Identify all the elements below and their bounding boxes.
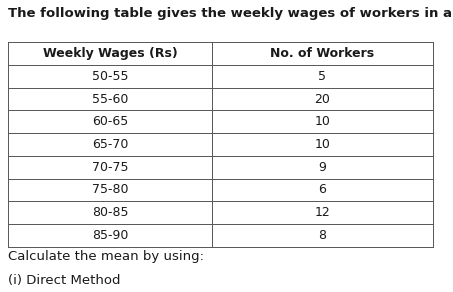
Text: 80-85: 80-85 bbox=[92, 206, 128, 219]
Text: 50-55: 50-55 bbox=[92, 70, 128, 83]
Text: 65-70: 65-70 bbox=[92, 138, 128, 151]
Text: Weekly Wages (Rs): Weekly Wages (Rs) bbox=[43, 47, 178, 60]
Text: 85-90: 85-90 bbox=[92, 229, 128, 242]
Text: 70-75: 70-75 bbox=[92, 161, 128, 174]
Text: 8: 8 bbox=[318, 229, 326, 242]
Text: 10: 10 bbox=[314, 138, 330, 151]
Text: 9: 9 bbox=[318, 161, 326, 174]
Text: 55-60: 55-60 bbox=[92, 93, 128, 106]
Text: 6: 6 bbox=[318, 183, 326, 197]
Text: 10: 10 bbox=[314, 115, 330, 128]
Text: 20: 20 bbox=[314, 93, 330, 106]
Text: (i) Direct Method: (i) Direct Method bbox=[8, 274, 120, 288]
Text: 12: 12 bbox=[314, 206, 330, 219]
Text: 60-65: 60-65 bbox=[92, 115, 128, 128]
Text: 75-80: 75-80 bbox=[92, 183, 128, 197]
Text: Calculate the mean by using:: Calculate the mean by using: bbox=[8, 250, 204, 263]
Text: 5: 5 bbox=[318, 70, 326, 83]
Text: The following table gives the weekly wages of workers in a factory.: The following table gives the weekly wag… bbox=[8, 7, 453, 20]
Text: No. of Workers: No. of Workers bbox=[270, 47, 374, 60]
